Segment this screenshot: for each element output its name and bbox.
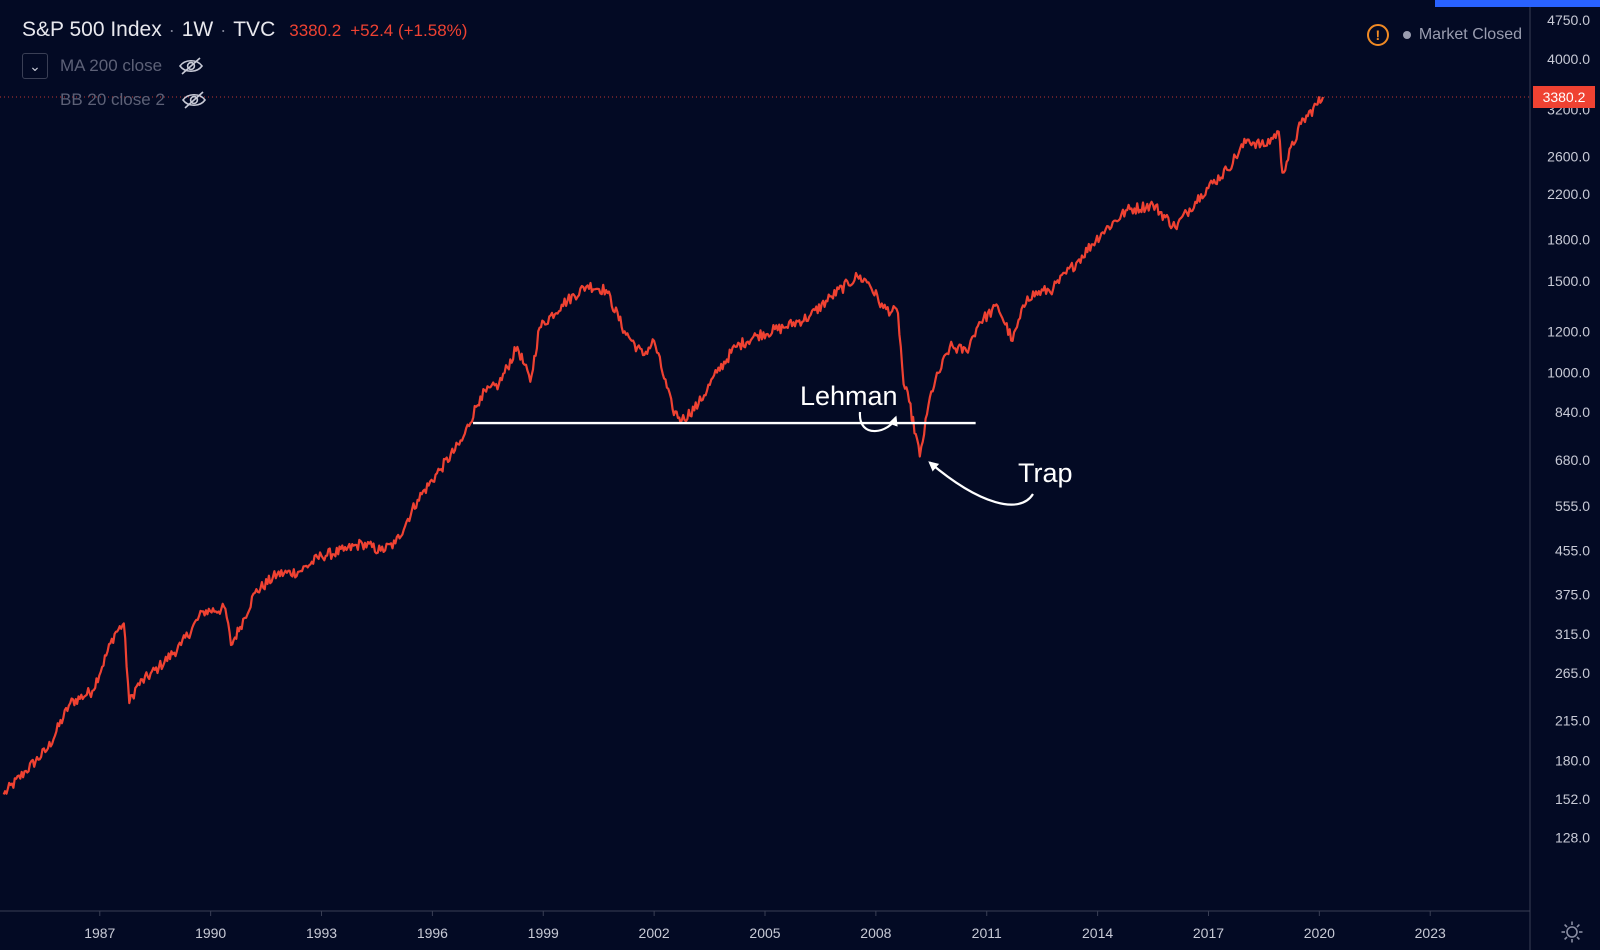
x-tick-label: 2002 bbox=[639, 925, 670, 941]
x-tick-label: 1987 bbox=[84, 925, 115, 941]
y-tick-label: 1200.0 bbox=[1547, 323, 1590, 339]
eye-hidden-icon[interactable] bbox=[181, 90, 207, 110]
lehman-annotation: Lehman bbox=[800, 381, 898, 411]
x-tick-label: 1996 bbox=[417, 925, 448, 941]
y-tick-label: 375.0 bbox=[1555, 586, 1590, 602]
source-label[interactable]: TVC bbox=[233, 18, 276, 41]
indicator-row-bb[interactable]: BB 20 close 2 bbox=[60, 86, 207, 114]
indicator-label[interactable]: MA 200 close bbox=[60, 56, 163, 75]
market-status[interactable]: ! Market Closed bbox=[1366, 24, 1522, 46]
y-tick-label: 315.0 bbox=[1555, 626, 1590, 642]
y-tick-label: 555.0 bbox=[1555, 498, 1590, 514]
trap-annotation: Trap bbox=[1018, 458, 1073, 488]
symbol-header[interactable]: S&P 500 Index · 1W · TVC 3380.2 +52.4 (+… bbox=[22, 18, 467, 42]
timeframe-label[interactable]: 1W bbox=[181, 18, 214, 41]
y-tick-label: 1500.0 bbox=[1547, 273, 1590, 289]
symbol-name[interactable]: S&P 500 Index bbox=[22, 18, 162, 41]
indicator-row-ma[interactable]: ⌄ MA 200 close bbox=[22, 52, 204, 80]
y-tick-label: 680.0 bbox=[1555, 452, 1590, 468]
price-axis[interactable]: 4750.04000.03200.02600.02200.01800.01500… bbox=[1547, 12, 1590, 846]
market-status-label: Market Closed bbox=[1418, 26, 1522, 43]
sp500-price-line[interactable] bbox=[2, 96, 1325, 795]
x-tick-label: 2008 bbox=[860, 925, 891, 941]
x-tick-label: 2023 bbox=[1415, 925, 1446, 941]
warning-icon[interactable]: ! bbox=[1366, 24, 1389, 46]
chevron-down-icon: ⌄ bbox=[29, 57, 41, 74]
y-tick-label: 152.0 bbox=[1555, 791, 1590, 807]
x-tick-label: 1999 bbox=[528, 925, 559, 941]
status-dot bbox=[1402, 31, 1411, 39]
header-separator: · bbox=[168, 20, 175, 40]
x-tick-label: 2014 bbox=[1082, 925, 1113, 941]
gear-icon[interactable] bbox=[1560, 920, 1584, 944]
price-change: +52.4 (+1.58%) bbox=[350, 21, 468, 40]
y-tick-label: 4750.0 bbox=[1547, 12, 1590, 28]
collapse-indicators-button[interactable]: ⌄ bbox=[22, 53, 48, 79]
y-tick-label: 2200.0 bbox=[1547, 186, 1590, 202]
indicator-label[interactable]: BB 20 close 2 bbox=[60, 90, 165, 109]
y-tick-label: 2600.0 bbox=[1547, 148, 1590, 164]
top-accent-bar bbox=[1435, 0, 1600, 7]
trap-arrow bbox=[928, 461, 1034, 506]
y-tick-label: 265.0 bbox=[1555, 665, 1590, 681]
x-tick-label: 2020 bbox=[1304, 925, 1335, 941]
x-tick-label: 2011 bbox=[972, 925, 1002, 941]
y-tick-label: 1800.0 bbox=[1547, 232, 1590, 248]
y-tick-label: 4000.0 bbox=[1547, 51, 1590, 67]
x-tick-label: 1993 bbox=[306, 925, 337, 941]
x-tick-label: 2017 bbox=[1193, 925, 1224, 941]
last-price: 3380.2 bbox=[289, 21, 342, 40]
last-price-tag: 3380.2 bbox=[1533, 85, 1595, 108]
y-tick-label: 1000.0 bbox=[1547, 365, 1590, 381]
y-tick-label: 840.0 bbox=[1555, 404, 1590, 420]
x-tick-label: 2005 bbox=[749, 925, 780, 941]
x-tick-label: 1990 bbox=[195, 925, 226, 941]
header-separator: · bbox=[220, 20, 227, 40]
y-tick-label: 180.0 bbox=[1555, 753, 1590, 769]
y-tick-label: 215.0 bbox=[1555, 712, 1590, 728]
y-tick-label: 128.0 bbox=[1555, 830, 1590, 846]
y-tick-label: 455.0 bbox=[1555, 543, 1590, 559]
lehman-arrow bbox=[858, 411, 898, 433]
time-axis[interactable]: 1987 1990 1993 1996 1999 2002 2005 2008 2011 2014… bbox=[84, 911, 1446, 941]
eye-hidden-icon[interactable] bbox=[178, 56, 204, 76]
